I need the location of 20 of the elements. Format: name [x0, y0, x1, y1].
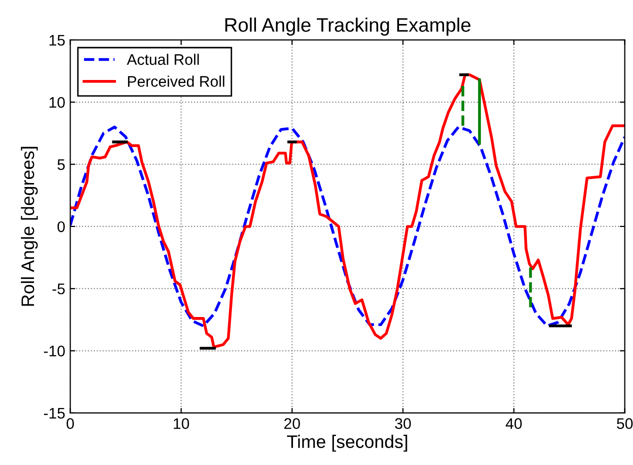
y-tick-label: 15: [50, 35, 65, 46]
chart-title: Roll Angle Tracking Example: [225, 18, 470, 36]
y-axis-title: Roll Angle [degrees]: [20, 146, 38, 306]
legend-label: Actual Roll: [126, 54, 199, 65]
x-tick-label: 40: [506, 418, 522, 430]
x-tick-label: 30: [395, 418, 411, 430]
x-tick-label: 50: [616, 418, 633, 430]
x-tick-label: 20: [284, 418, 300, 430]
x-axis-title: Time [seconds]: [287, 434, 408, 452]
y-tick-label: -5: [52, 284, 65, 294]
y-tick-label: -10: [44, 346, 65, 356]
y-tick-label: 0: [58, 221, 65, 232]
legend-label: Perceived Roll: [128, 76, 224, 87]
line-series: [70, 126, 625, 328]
line-series: [70, 73, 625, 348]
x-tick-label: 10: [174, 418, 190, 430]
y-tick-label: 5: [58, 159, 65, 170]
y-tick-label: 10: [50, 97, 65, 108]
x-tick-label: 0: [66, 418, 74, 430]
y-tick-label: -15: [44, 408, 65, 419]
